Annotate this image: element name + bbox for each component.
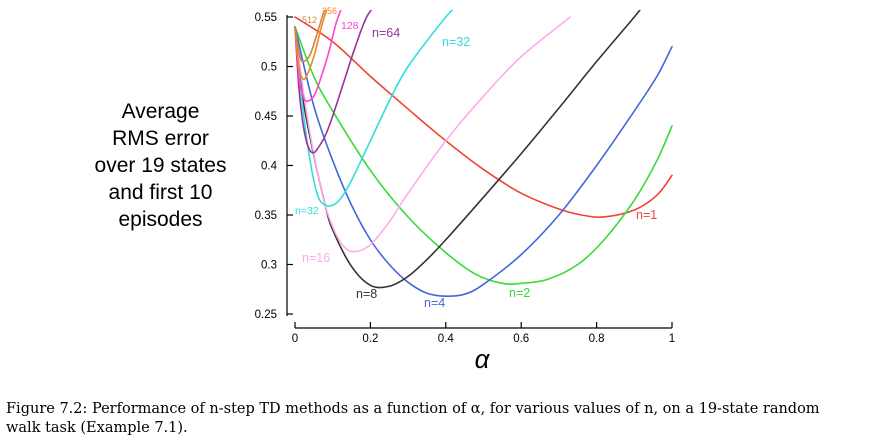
x-tick-label: 0.2: [362, 333, 378, 345]
series-label-n-4: n=4: [424, 296, 445, 310]
y-tick-label: 0.55: [255, 12, 277, 24]
y-axis-label-line: and first 10: [108, 181, 213, 204]
y-tick-label: 0.3: [261, 260, 277, 272]
y-tick-label: 0.5: [261, 62, 277, 74]
chart-axes: 0.25 0.3 0.35 0.4 0.45 0.5 0.55 0 0.2 0.4 0.6 0.8 1: [255, 12, 676, 345]
series-line-n-1: [294, 16, 673, 219]
y-axis-label-line: episodes: [118, 208, 203, 231]
series-label-n-32: n=32: [442, 35, 470, 49]
series-line-n-512: [294, 10, 326, 63]
y-axis-label: Average RMS error over 19 states and fir…: [78, 98, 243, 233]
series-label-n-256: 256: [322, 6, 337, 16]
series-line-n-256: [294, 10, 328, 81]
figure-caption: Figure 7.2: Performance of n-step TD met…: [6, 400, 881, 438]
series-label-n-128: 128: [341, 20, 359, 32]
series-line-n-16: [294, 16, 572, 253]
y-tick-label: 0.4: [261, 161, 278, 173]
series-layer: [294, 10, 673, 298]
x-tick-label: 0.8: [589, 333, 605, 345]
x-axis-label: α: [475, 344, 491, 374]
caption-line: Figure 7.2: Performance of n-step TD met…: [6, 401, 820, 417]
series-line-n-2: [294, 26, 673, 285]
y-axis-label-line: over 19 states: [94, 154, 227, 177]
y-tick-label: 0.35: [255, 210, 277, 222]
series-line-n-64: [294, 10, 373, 154]
caption-line: walk task (Example 7.1).: [6, 420, 188, 436]
series-line-n-8: [294, 10, 641, 289]
x-tick-label: 0.4: [438, 333, 455, 345]
series-label-n-1: n=1: [636, 208, 657, 222]
x-tick-label: 1: [669, 333, 675, 345]
y-axis-label-line: Average: [121, 100, 200, 123]
series-line-n-4: [294, 26, 673, 298]
y-tick-label: 0.25: [255, 309, 277, 321]
series-labels: n=1 n=2 n=4 n=8 n=16 n=32 n=32 n=64 128 256 512: [295, 6, 657, 310]
series-label-n-2: n=2: [509, 286, 530, 300]
series-line-n-32: [294, 10, 454, 207]
series-label-n-16: n=16: [302, 251, 330, 265]
series-label-n-8: n=8: [356, 287, 377, 301]
series-label-n-64: n=64: [372, 26, 400, 40]
x-tick-label: 0.6: [513, 333, 529, 345]
x-tick-label: 0: [292, 333, 298, 345]
y-tick-label: 0.45: [255, 111, 277, 123]
series-label-n-512: 512: [302, 15, 317, 25]
series-label-n-32: n=32: [295, 205, 319, 217]
series-line-n-128: [294, 10, 342, 102]
y-axis-label-line: RMS error: [112, 127, 209, 150]
